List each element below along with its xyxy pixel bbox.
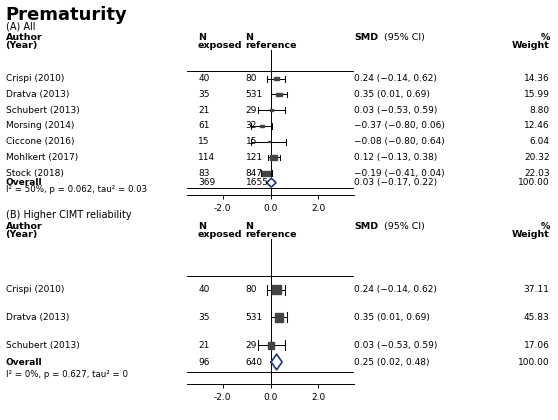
Text: 83: 83 [198, 169, 210, 178]
Text: N: N [246, 222, 253, 231]
Text: Weight: Weight [512, 41, 550, 50]
Text: 32: 32 [246, 121, 257, 131]
Text: Morsing (2014): Morsing (2014) [6, 121, 74, 131]
Text: Schubert (2013): Schubert (2013) [6, 106, 79, 115]
Text: 61: 61 [198, 121, 210, 131]
Text: 531: 531 [246, 90, 263, 99]
Text: 0.03 (−0.53, 0.59): 0.03 (−0.53, 0.59) [354, 341, 437, 350]
Text: exposed: exposed [198, 41, 243, 50]
Text: %: % [540, 222, 550, 231]
Bar [270, 155, 277, 160]
Text: 21: 21 [198, 106, 209, 115]
Text: Crispi (2010): Crispi (2010) [6, 74, 64, 83]
Text: (Year): (Year) [6, 230, 38, 239]
Text: Stock (2018): Stock (2018) [6, 169, 64, 178]
Text: Schubert (2013): Schubert (2013) [6, 341, 79, 350]
Text: Author: Author [6, 33, 42, 42]
Text: 37.11: 37.11 [524, 285, 550, 294]
Text: Dratva (2013): Dratva (2013) [6, 313, 69, 322]
Text: SMD: SMD [354, 222, 378, 231]
Bar [262, 171, 270, 176]
Text: Weight: Weight [512, 230, 550, 239]
Text: 29: 29 [246, 341, 257, 350]
Text: %: % [540, 33, 550, 42]
Text: (B) Higher CIMT reliability: (B) Higher CIMT reliability [6, 210, 131, 220]
Text: N: N [198, 222, 206, 231]
Polygon shape [271, 354, 282, 370]
Text: 40: 40 [198, 285, 209, 294]
Bar [259, 125, 264, 127]
Text: 114: 114 [198, 153, 215, 162]
Text: 0.35 (0.01, 0.69): 0.35 (0.01, 0.69) [354, 313, 430, 322]
Text: (95% CI): (95% CI) [381, 222, 425, 231]
Text: N: N [198, 33, 206, 42]
Text: −0.37 (−0.80, 0.06): −0.37 (−0.80, 0.06) [354, 121, 445, 131]
Bar [268, 141, 270, 142]
Text: N: N [246, 33, 253, 42]
Text: 0.25 (0.02, 0.48): 0.25 (0.02, 0.48) [354, 357, 430, 367]
Text: 0.12 (−0.13, 0.38): 0.12 (−0.13, 0.38) [354, 153, 437, 162]
Text: 35: 35 [198, 313, 210, 322]
Polygon shape [267, 178, 276, 187]
Text: (A) All: (A) All [6, 21, 35, 32]
Text: 8.80: 8.80 [530, 106, 550, 115]
Text: 0.03 (−0.53, 0.59): 0.03 (−0.53, 0.59) [354, 106, 437, 115]
Text: I² = 0%, p = 0.627, tau² = 0: I² = 0%, p = 0.627, tau² = 0 [6, 370, 128, 379]
Text: 15.99: 15.99 [524, 90, 550, 99]
Text: 100.00: 100.00 [518, 357, 550, 367]
Text: 6.04: 6.04 [530, 137, 550, 146]
Text: Mohlkert (2017): Mohlkert (2017) [6, 153, 78, 162]
Bar [274, 77, 279, 80]
Text: 15: 15 [246, 137, 257, 146]
Text: 531: 531 [246, 313, 263, 322]
Text: 12.46: 12.46 [524, 121, 550, 131]
Text: Ciccone (2016): Ciccone (2016) [6, 137, 74, 146]
Text: Crispi (2010): Crispi (2010) [6, 285, 64, 294]
Text: 20.32: 20.32 [524, 153, 550, 162]
Bar [270, 109, 273, 111]
Text: 369: 369 [198, 178, 215, 187]
Text: Author: Author [6, 222, 42, 231]
Text: 40: 40 [198, 74, 209, 83]
Text: 1655: 1655 [246, 178, 268, 187]
Text: 0.35 (0.01, 0.69): 0.35 (0.01, 0.69) [354, 90, 430, 99]
Text: 21: 21 [198, 341, 209, 350]
Bar [272, 285, 281, 294]
Text: 0.24 (−0.14, 0.62): 0.24 (−0.14, 0.62) [354, 285, 437, 294]
Text: 100.00: 100.00 [518, 178, 550, 187]
Text: 15: 15 [198, 137, 210, 146]
Text: 35: 35 [198, 90, 210, 99]
Text: 0.03 (−0.17, 0.22): 0.03 (−0.17, 0.22) [354, 178, 437, 187]
Text: 29: 29 [246, 106, 257, 115]
Text: 0.24 (−0.14, 0.62): 0.24 (−0.14, 0.62) [354, 74, 437, 83]
Bar [276, 93, 282, 96]
Text: Overall: Overall [6, 357, 42, 367]
Text: 17.06: 17.06 [524, 341, 550, 350]
Bar [275, 312, 283, 322]
Text: 22.03: 22.03 [524, 169, 550, 178]
Text: SMD: SMD [354, 33, 378, 42]
Text: 121: 121 [246, 153, 263, 162]
Text: (Year): (Year) [6, 41, 38, 50]
Text: 640: 640 [246, 357, 263, 367]
Text: I² = 50%, p = 0.062, tau² = 0.03: I² = 50%, p = 0.062, tau² = 0.03 [6, 185, 147, 194]
Text: 847: 847 [246, 169, 263, 178]
Text: 14.36: 14.36 [524, 74, 550, 83]
Text: 96: 96 [198, 357, 210, 367]
Text: exposed: exposed [198, 230, 243, 239]
Text: Dratva (2013): Dratva (2013) [6, 90, 69, 99]
Text: reference: reference [246, 41, 297, 50]
Text: 45.83: 45.83 [524, 313, 550, 322]
Text: 80: 80 [246, 285, 257, 294]
Text: (95% CI): (95% CI) [381, 33, 425, 42]
Text: Overall: Overall [6, 178, 42, 187]
Text: −0.19 (−0.41, 0.04): −0.19 (−0.41, 0.04) [354, 169, 445, 178]
Text: Prematurity: Prematurity [6, 6, 127, 24]
Bar [268, 342, 275, 349]
Text: −0.08 (−0.80, 0.64): −0.08 (−0.80, 0.64) [354, 137, 445, 146]
Text: 80: 80 [246, 74, 257, 83]
Text: reference: reference [246, 230, 297, 239]
